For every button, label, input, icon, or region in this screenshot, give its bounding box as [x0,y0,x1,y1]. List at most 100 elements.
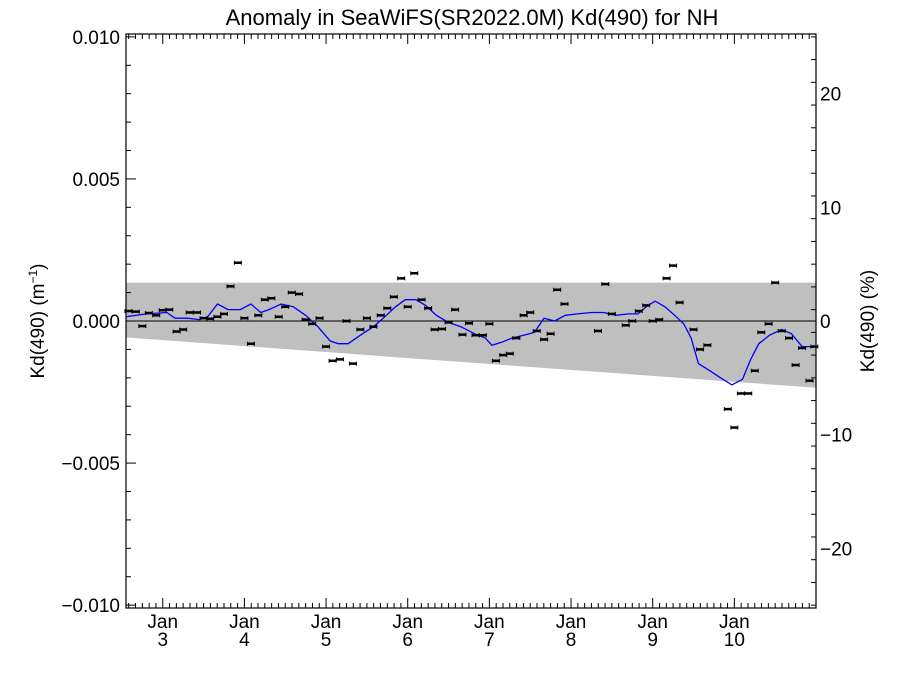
x-tick-label-year: 10 [724,630,745,651]
data-point [444,320,453,325]
data-point [750,368,759,373]
y-left-tick-label: −0.010 [61,596,120,617]
y-right-tick-label: 10 [820,198,841,219]
data-point [464,321,473,326]
data-point [764,321,773,326]
data-point [226,284,235,289]
y-right-tick-label: −20 [820,539,852,560]
data-point [696,347,705,352]
data-point [791,363,800,368]
data-point [642,303,651,308]
y-right-tick-label: 20 [820,85,841,106]
y-left-tick-label: −0.005 [61,454,120,475]
data-point [267,296,276,301]
data-point [417,297,426,302]
data-point [281,304,290,309]
data-point [152,313,161,318]
data-point [621,323,630,328]
x-tick-label-month: Jan [719,612,750,633]
data-point [165,307,174,312]
data-point [478,333,487,338]
data-point [376,313,385,318]
data-point [308,321,317,326]
x-tick-label-year: 6 [402,630,413,651]
data-point [254,313,263,318]
data-point [601,282,610,287]
data-point [138,324,147,329]
x-tick-label-year: 3 [157,630,168,651]
data-point [179,327,188,332]
y-axis-left-label-superscript: −1 [26,269,40,283]
y-right-tick-label: −10 [820,426,852,447]
data-point [240,316,249,321]
data-point [403,304,412,309]
data-point [335,357,344,362]
data-point [389,294,398,299]
data-point [301,317,310,322]
data-point [669,263,678,268]
data-point [193,310,202,315]
data-point [771,280,780,285]
data-point [322,344,331,349]
data-point [553,287,562,292]
chart-title: Anomaly in SeaWiFS(SR2022.0M) Kd(490) fo… [226,5,719,30]
data-point [805,378,814,383]
x-tick-label-year: 7 [484,630,495,651]
data-point [628,319,637,323]
x-tick-label-month: Jan [474,612,505,633]
x-tick-label-month: Jan [229,612,260,633]
data-point [219,311,228,316]
data-point [458,332,467,337]
data-point [798,345,807,350]
data-point [634,309,643,314]
data-point [730,425,739,430]
data-point [655,317,664,322]
data-point [349,361,358,366]
data-point [315,316,324,321]
data-point [532,328,541,333]
data-point [526,310,535,315]
data-point [689,327,698,332]
data-point [451,307,460,312]
y-axis-left-label-main: Kd(490) (m [28,283,49,378]
data-point [593,328,602,333]
data-point [736,391,745,396]
data-point [757,330,766,335]
tick-labels-layer: 0.010 0.005 0.000 −0.005 −0.010 20 10 0 −10 −20 Ja… [61,28,852,651]
data-point [397,276,406,281]
data-point [810,344,819,349]
data-point [410,271,419,276]
data-point [723,407,732,412]
data-point [383,306,392,311]
data-point [356,327,365,332]
y-left-tick-label: 0.000 [72,312,120,333]
data-point [274,314,283,319]
data-points-layer [124,260,819,430]
x-tick-label-year: 4 [239,630,250,651]
smoothed-series-line [125,299,816,386]
data-point [424,306,433,311]
data-point [744,391,753,396]
data-point [703,343,712,348]
data-point [777,328,786,333]
axes-layer [125,33,817,609]
data-point [560,301,569,306]
x-tick-label-month: Jan [637,612,668,633]
y-right-tick-label: 0 [820,312,831,333]
y-left-tick-label: 0.005 [72,170,120,191]
x-tick-label-month: Jan [392,612,423,633]
data-point [512,336,521,341]
data-point [546,331,555,336]
data-point [295,292,304,297]
data-point [131,309,140,314]
y-axis-left-label: Kd(490) (m−1) [26,263,49,378]
x-tick-label-year: 8 [566,630,577,651]
data-point [328,358,337,363]
x-tick-label-month: Jan [556,612,587,633]
y-axis-left-label-close: ) [28,263,49,269]
data-point [785,336,794,341]
x-tick-label-month: Jan [311,612,342,633]
y-axis-right-label: Kd(490) (%) [858,270,879,372]
